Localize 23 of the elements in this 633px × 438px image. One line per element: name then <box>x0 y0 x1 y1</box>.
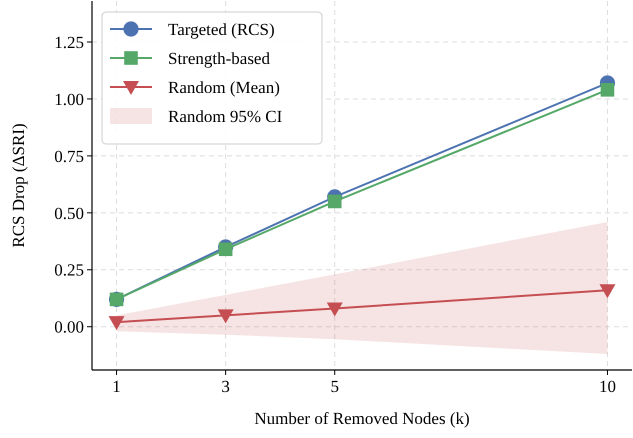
point <box>600 83 614 97</box>
y-tick-label: 1.25 <box>54 32 84 52</box>
point <box>218 309 234 324</box>
y-tick-label: 0.25 <box>54 260 84 280</box>
point <box>328 194 342 208</box>
legend-label: Targeted (RCS) <box>168 20 275 39</box>
x-tick-label: 10 <box>598 377 616 396</box>
x-tick-label: 3 <box>221 377 230 396</box>
legend-label: Strength-based <box>168 48 270 68</box>
y-axis-title: RCS Drop (ΔSRI) <box>9 123 28 248</box>
point <box>108 316 125 330</box>
point <box>326 302 343 316</box>
y-tick-label: 1.00 <box>54 90 84 109</box>
legend-label: Random (Mean) <box>168 78 280 97</box>
x-axis-title: Number of Removed Nodes (k) <box>254 409 470 428</box>
x-tick-label: 1 <box>112 377 121 396</box>
point <box>218 242 232 256</box>
y-tick-label: 0.00 <box>54 318 84 337</box>
y-tick-label: 0.50 <box>54 204 84 223</box>
y-tick-label: 0.75 <box>54 146 84 166</box>
point <box>599 284 616 298</box>
x-tick-label: 5 <box>330 377 339 396</box>
legend-label: Random 95% CI <box>168 106 283 126</box>
